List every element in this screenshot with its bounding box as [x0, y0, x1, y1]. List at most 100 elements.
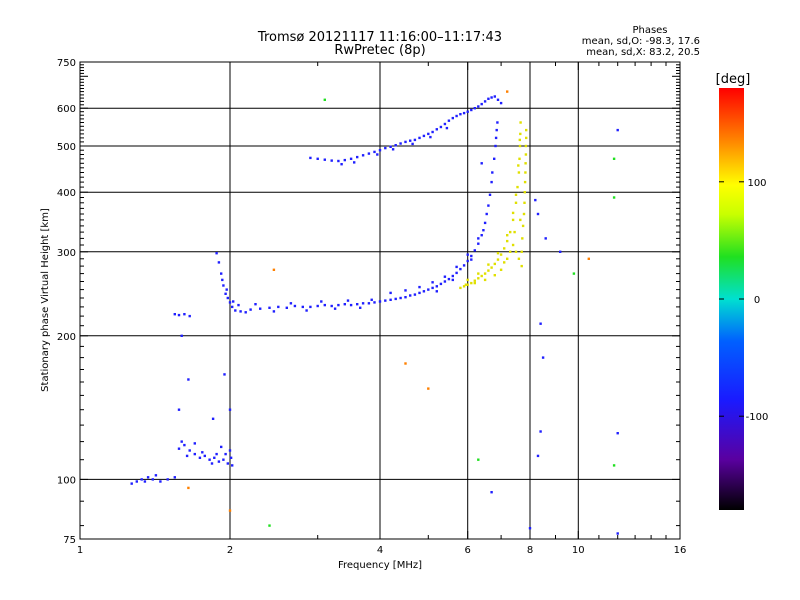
data-point: [528, 527, 532, 530]
data-point: [473, 107, 476, 110]
data-point: [519, 132, 522, 136]
data-point: [180, 334, 183, 337]
data-point: [524, 171, 527, 174]
data-point: [483, 221, 487, 225]
data-point: [187, 486, 190, 490]
data-point: [544, 237, 547, 240]
stats-o-mode: mean, sd,O: -98.3, 17.6: [582, 36, 700, 47]
data-point: [511, 218, 515, 222]
data-point: [418, 136, 421, 140]
data-point: [477, 242, 480, 245]
x-tick-label: 1: [77, 545, 83, 556]
data-point: [232, 300, 235, 303]
data-point: [517, 171, 521, 174]
data-point: [378, 149, 382, 152]
x-axis-label: Frequency [MHz]: [338, 560, 422, 571]
data-point: [451, 274, 454, 278]
data-point: [509, 230, 512, 234]
chart-title: Tromsø 20121117 11:16:00–11:17:43: [257, 30, 502, 45]
data-point: [217, 460, 221, 463]
data-point: [346, 299, 350, 302]
data-point: [541, 356, 545, 359]
data-point: [211, 417, 215, 420]
data-point: [431, 130, 434, 134]
data-point: [305, 309, 308, 312]
data-point: [525, 128, 528, 132]
data-point: [524, 162, 527, 165]
data-point: [539, 322, 542, 325]
data-point: [228, 449, 232, 452]
data-point: [394, 144, 397, 147]
data-point: [229, 456, 233, 459]
data-point: [483, 278, 487, 282]
data-point: [367, 152, 371, 155]
data-point: [272, 310, 276, 313]
data-point: [151, 478, 154, 481]
grid-lines: [80, 62, 680, 539]
data-point: [451, 116, 454, 120]
data-point: [418, 291, 421, 295]
data-point: [519, 218, 522, 222]
data-point: [503, 247, 506, 250]
data-point: [464, 283, 468, 286]
x-tick-label: 16: [674, 545, 687, 556]
data-point: [536, 212, 540, 216]
data-point: [490, 96, 493, 99]
data-point: [473, 281, 476, 285]
data-point: [143, 480, 147, 483]
data-point: [514, 193, 518, 196]
data-point: [439, 125, 443, 129]
data-point: [224, 292, 227, 295]
data-point: [409, 139, 412, 142]
data-point: [330, 304, 333, 308]
data-point: [470, 281, 473, 285]
data-point: [316, 157, 319, 160]
data-point: [483, 272, 487, 275]
data-point: [309, 305, 312, 309]
data-point: [221, 278, 224, 282]
y-tick-label: 400: [57, 188, 76, 199]
data-point: [466, 278, 469, 282]
data-point: [503, 261, 506, 264]
data-point: [183, 443, 186, 447]
data-point: [373, 301, 376, 304]
data-point: [373, 150, 376, 154]
data-point: [509, 250, 512, 253]
data-point: [376, 153, 379, 156]
data-point: [612, 464, 616, 467]
data-point: [226, 462, 229, 465]
data-point: [521, 224, 525, 228]
data-point: [198, 456, 202, 459]
data-point: [466, 110, 469, 113]
data-point: [418, 285, 421, 289]
data-point: [495, 128, 498, 132]
data-point: [353, 161, 356, 164]
data-point: [277, 305, 280, 309]
data-point: [359, 306, 362, 309]
data-point: [520, 250, 523, 253]
data-point: [490, 491, 493, 494]
data-point: [223, 373, 226, 376]
data-point: [320, 300, 323, 303]
data-point: [259, 307, 262, 310]
data-point: [370, 298, 373, 301]
data-point: [225, 288, 228, 291]
data-point: [477, 272, 480, 275]
data-point: [524, 153, 528, 156]
data-point: [244, 311, 247, 314]
data-point: [367, 302, 371, 305]
y-tick-label: 600: [57, 104, 76, 115]
data-point: [203, 454, 206, 458]
data-point: [587, 257, 590, 260]
data-point: [301, 305, 304, 309]
data-point: [228, 509, 232, 512]
data-point: [237, 303, 240, 307]
data-point: [185, 454, 189, 458]
data-point: [422, 134, 426, 138]
data-point: [349, 303, 353, 307]
data-point: [193, 442, 196, 445]
data-point: [480, 274, 483, 278]
data-point: [224, 452, 227, 456]
data-point: [239, 310, 242, 313]
data-point: [222, 458, 225, 461]
